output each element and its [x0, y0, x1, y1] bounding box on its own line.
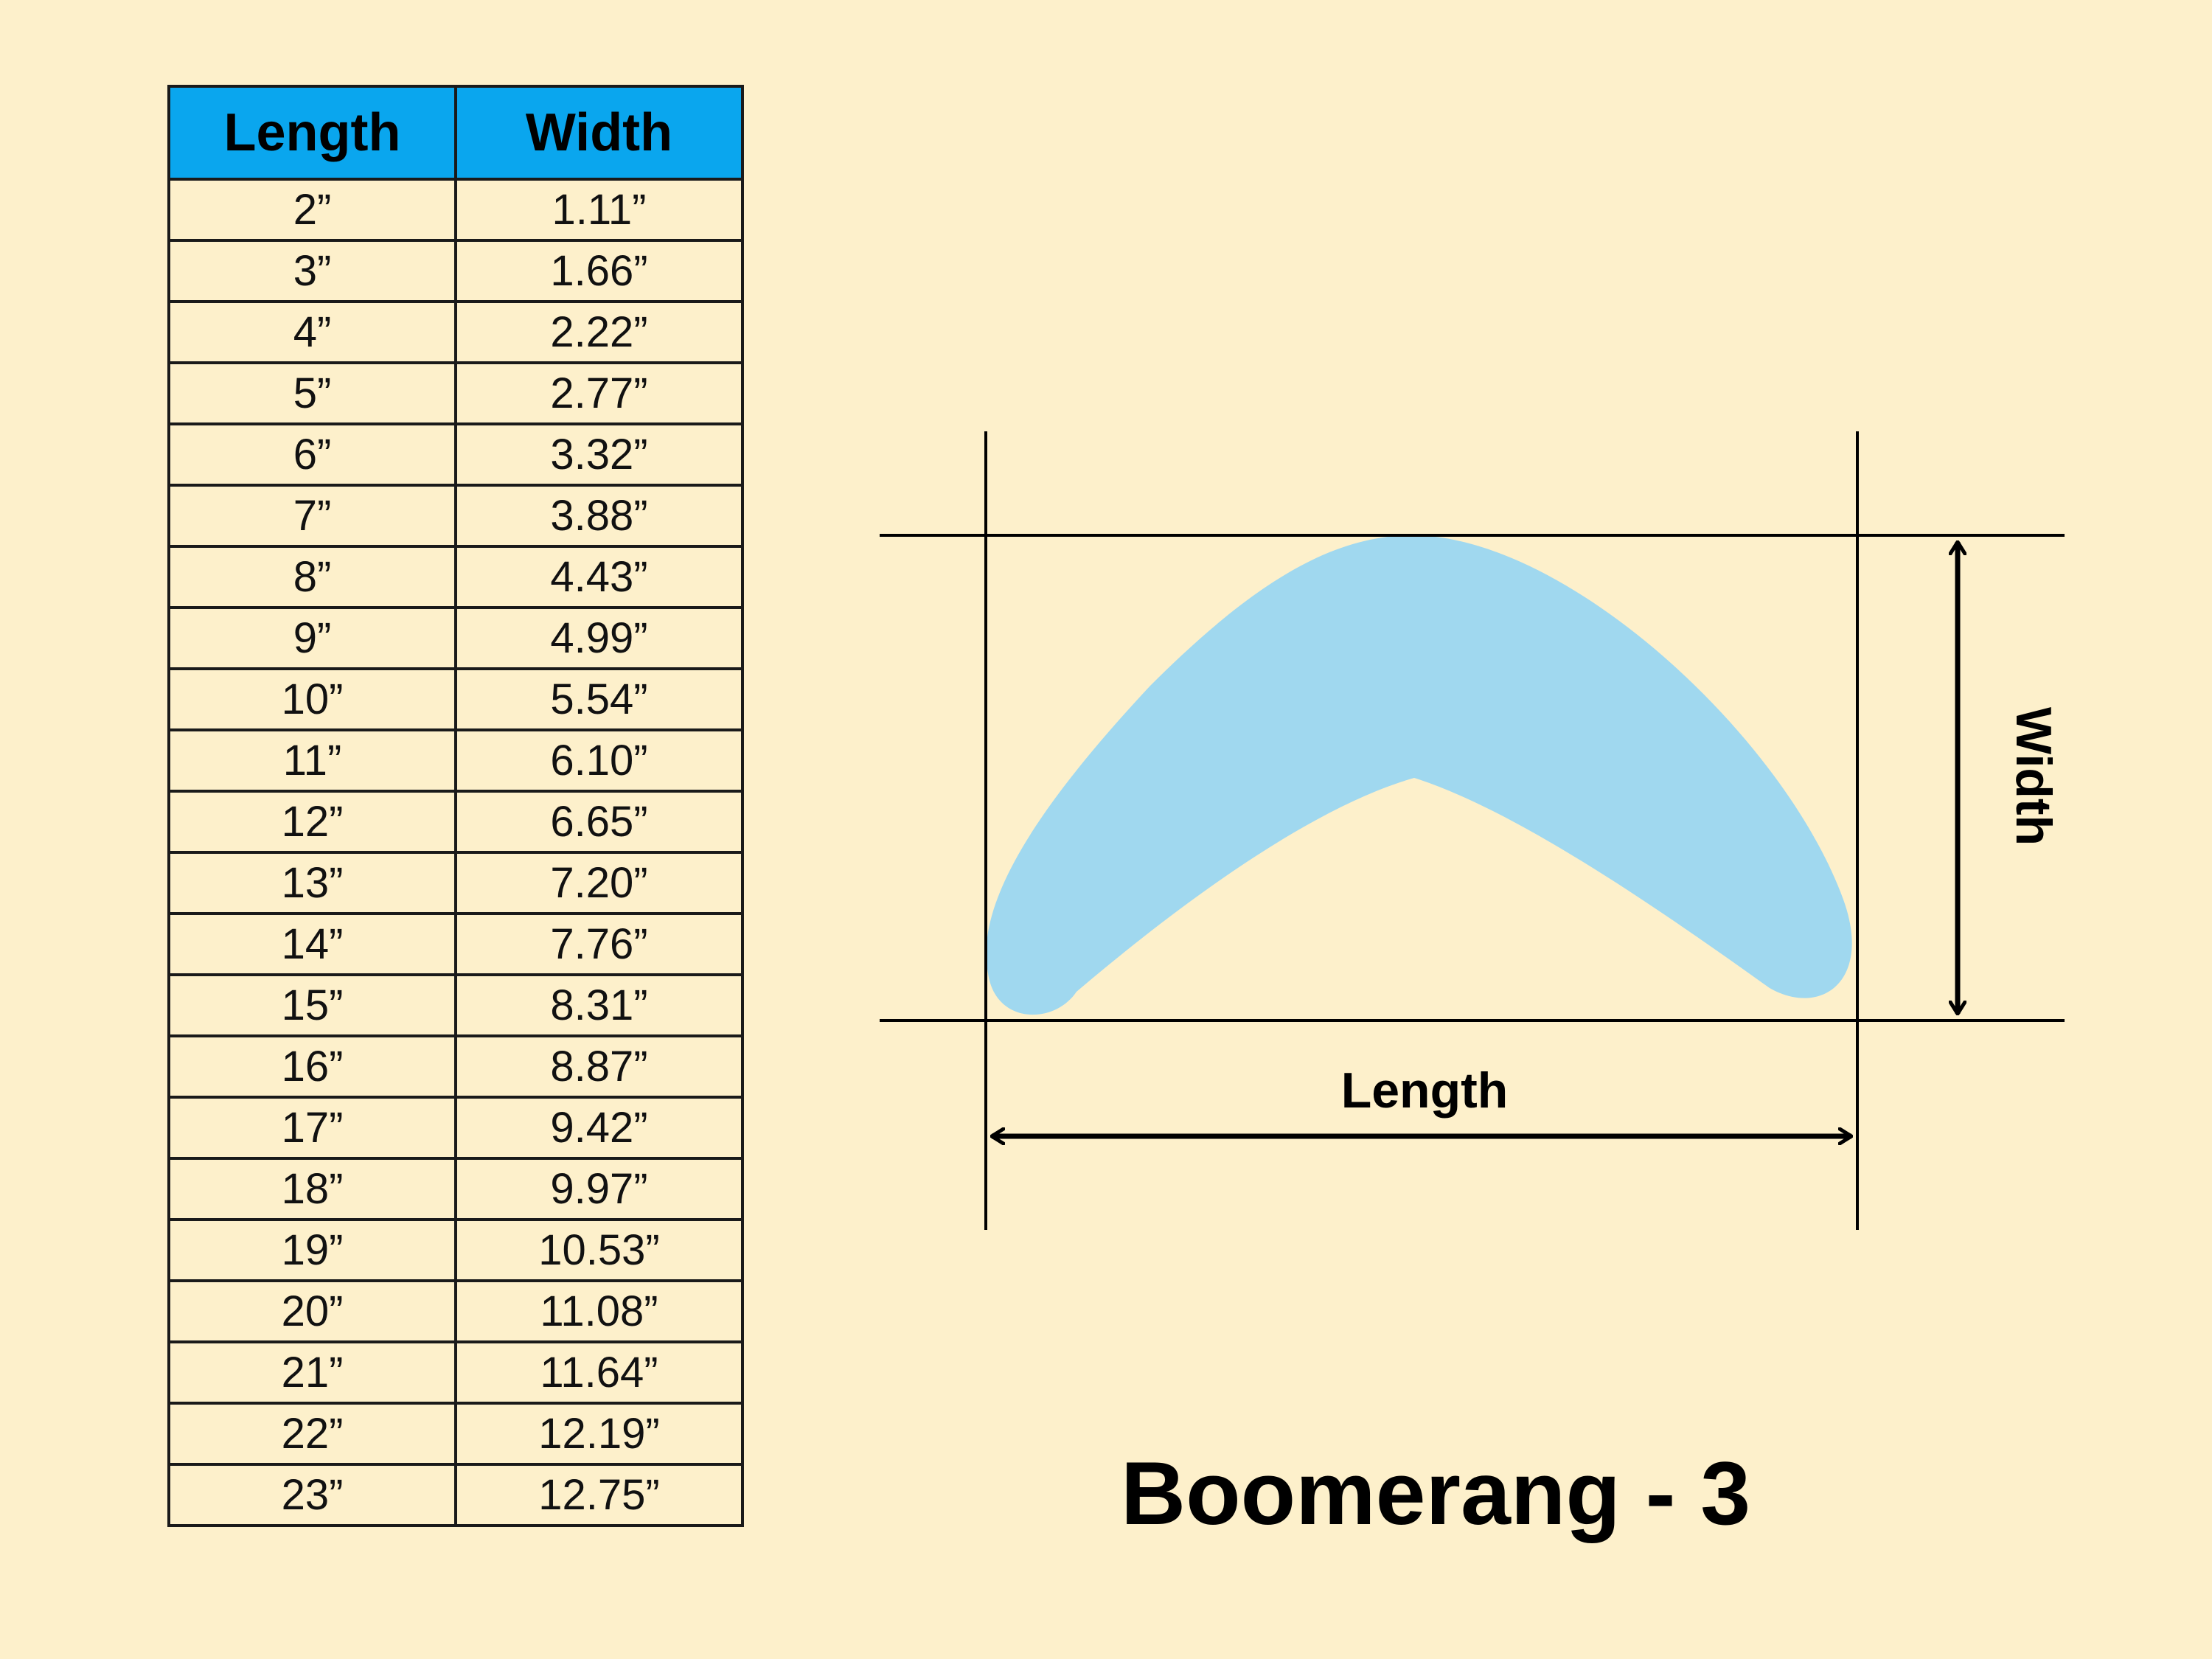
table-row: 11” 6.10” — [167, 728, 744, 793]
width-cell: 8.31” — [454, 973, 744, 1037]
size-table: Length Width 2” 1.11” 3” 1.66” 4” 2.22” 5” 2.77… — [167, 85, 744, 1527]
length-cell: 21” — [167, 1340, 457, 1405]
table-row: 19” 10.53” — [167, 1218, 744, 1282]
length-cell: 20” — [167, 1279, 457, 1343]
width-cell: 1.11” — [454, 178, 744, 242]
width-cell: 9.97” — [454, 1157, 744, 1221]
width-cell: 11.08” — [454, 1279, 744, 1343]
table-row: 2” 1.11” — [167, 178, 744, 242]
length-cell: 8” — [167, 545, 457, 609]
length-cell: 22” — [167, 1402, 457, 1466]
width-cell: 1.66” — [454, 239, 744, 303]
length-cell: 2” — [167, 178, 457, 242]
table-row: 6” 3.32” — [167, 422, 744, 487]
width-cell: 3.32” — [454, 422, 744, 487]
length-cell: 14” — [167, 912, 457, 976]
width-cell: 4.99” — [454, 606, 744, 670]
length-cell: 17” — [167, 1096, 457, 1160]
table-row: 5” 2.77” — [167, 361, 744, 425]
width-cell: 7.76” — [454, 912, 744, 976]
width-cell: 7.20” — [454, 851, 744, 915]
length-cell: 11” — [167, 728, 457, 793]
table-row: 14” 7.76” — [167, 912, 744, 976]
width-cell: 3.88” — [454, 484, 744, 548]
length-cell: 15” — [167, 973, 457, 1037]
table-row: 17” 9.42” — [167, 1096, 744, 1160]
length-cell: 10” — [167, 667, 457, 731]
boomerang-shape — [986, 535, 1852, 1015]
width-cell: 2.77” — [454, 361, 744, 425]
length-cell: 3” — [167, 239, 457, 303]
width-cell: 6.65” — [454, 790, 744, 854]
width-cell: 6.10” — [454, 728, 744, 793]
length-cell: 5” — [167, 361, 457, 425]
length-cell: 19” — [167, 1218, 457, 1282]
table-row: 3” 1.66” — [167, 239, 744, 303]
length-cell: 9” — [167, 606, 457, 670]
page-title: Boomerang - 3 — [1121, 1443, 1751, 1543]
width-cell: 11.64” — [454, 1340, 744, 1405]
width-cell: 10.53” — [454, 1218, 744, 1282]
length-cell: 13” — [167, 851, 457, 915]
length-cell: 7” — [167, 484, 457, 548]
table-row: 9” 4.99” — [167, 606, 744, 670]
width-cell: 9.42” — [454, 1096, 744, 1160]
length-cell: 6” — [167, 422, 457, 487]
table-body: 2” 1.11” 3” 1.66” 4” 2.22” 5” 2.77” 6” 3.32” 7” 3.8… — [167, 178, 744, 1527]
length-cell: 12” — [167, 790, 457, 854]
table-row: 23” 12.75” — [167, 1463, 744, 1527]
table-row: 16” 8.87” — [167, 1034, 744, 1099]
table-row: 7” 3.88” — [167, 484, 744, 548]
width-cell: 12.19” — [454, 1402, 744, 1466]
table-row: 12” 6.65” — [167, 790, 744, 854]
table-header-row: Length Width — [167, 85, 744, 181]
length-cell: 16” — [167, 1034, 457, 1099]
header-width: Width — [454, 85, 744, 181]
table-row: 8” 4.43” — [167, 545, 744, 609]
table-row: 22” 12.19” — [167, 1402, 744, 1466]
table-row: 4” 2.22” — [167, 300, 744, 364]
width-cell: 8.87” — [454, 1034, 744, 1099]
width-cell: 2.22” — [454, 300, 744, 364]
length-cell: 23” — [167, 1463, 457, 1527]
length-cell: 18” — [167, 1157, 457, 1221]
table-row: 15” 8.31” — [167, 973, 744, 1037]
table-row: 10” 5.54” — [167, 667, 744, 731]
width-label: Width — [2006, 707, 2062, 846]
table-row: 20” 11.08” — [167, 1279, 744, 1343]
table-row: 13” 7.20” — [167, 851, 744, 915]
width-cell: 12.75” — [454, 1463, 744, 1527]
table-row: 21” 11.64” — [167, 1340, 744, 1405]
width-cell: 5.54” — [454, 667, 744, 731]
length-label: Length — [1341, 1062, 1509, 1119]
header-length: Length — [167, 85, 457, 181]
width-cell: 4.43” — [454, 545, 744, 609]
table-row: 18” 9.97” — [167, 1157, 744, 1221]
length-cell: 4” — [167, 300, 457, 364]
